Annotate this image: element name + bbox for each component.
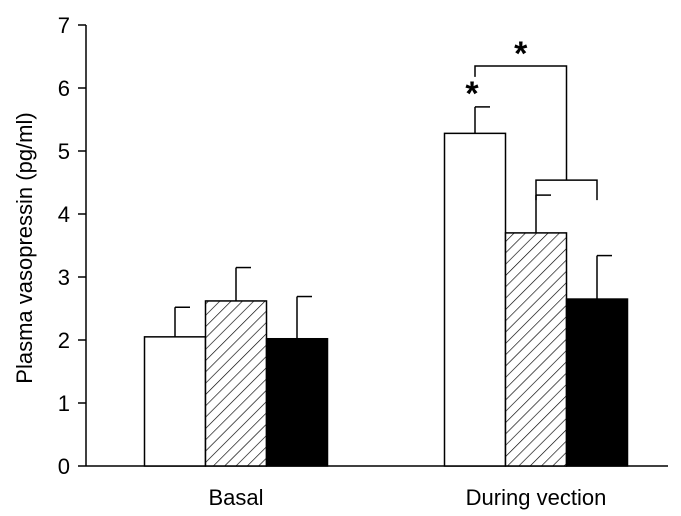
y-ticks: 0 1 2 3 4 5 6 7 bbox=[58, 13, 86, 479]
y-tick-label: 3 bbox=[58, 265, 70, 290]
bar-hatched bbox=[204, 300, 268, 467]
y-tick-label: 4 bbox=[58, 202, 70, 227]
bar-hatched bbox=[504, 232, 568, 467]
labels: Plasma vasopressin (pg/ml) Basal During v… bbox=[12, 112, 606, 510]
y-tick-label: 1 bbox=[58, 391, 70, 416]
y-tick-label: 5 bbox=[58, 139, 70, 164]
bar-solid bbox=[265, 337, 329, 467]
y-tick-label: 0 bbox=[58, 454, 70, 479]
x-category-label: During vection bbox=[466, 485, 607, 510]
y-tick-label: 2 bbox=[58, 328, 70, 353]
sub-bracket bbox=[535, 179, 598, 201]
bar-solid bbox=[565, 298, 629, 467]
y-tick-label: 6 bbox=[58, 76, 70, 101]
bars bbox=[143, 132, 629, 467]
annotations: ** bbox=[465, 35, 598, 201]
bar-open bbox=[443, 132, 507, 467]
significance-star: * bbox=[514, 35, 528, 73]
y-tick-label: 7 bbox=[58, 13, 70, 38]
error-bars bbox=[174, 106, 612, 339]
comparison-bracket bbox=[474, 65, 568, 181]
y-axis-title: Plasma vasopressin (pg/ml) bbox=[12, 112, 37, 383]
significance-star: * bbox=[465, 75, 479, 113]
bar-open bbox=[143, 336, 207, 467]
x-category-label: Basal bbox=[208, 485, 263, 510]
